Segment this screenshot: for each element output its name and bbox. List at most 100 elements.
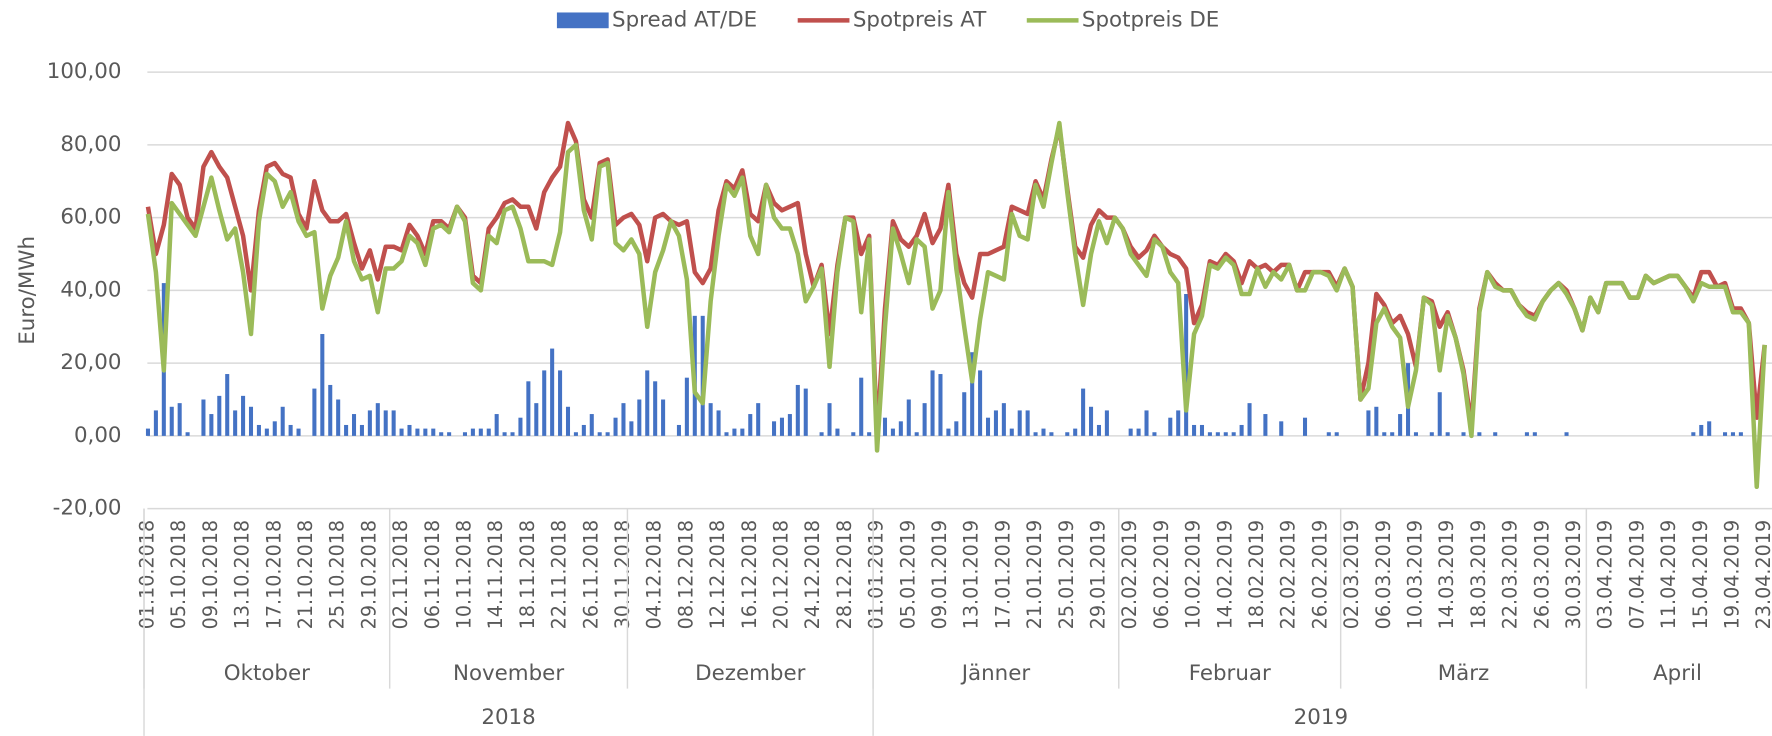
x-tick-label: 08.12.2018 <box>674 520 697 629</box>
legend-swatch <box>556 12 609 29</box>
bar <box>423 428 428 436</box>
bar <box>1477 432 1482 436</box>
month-label: Februar <box>1189 661 1271 686</box>
y-tick-label: -20,00 <box>53 496 122 521</box>
bar <box>169 406 174 436</box>
bar <box>1691 432 1696 436</box>
bar <box>256 424 261 436</box>
bar <box>1279 421 1284 436</box>
bar <box>344 424 349 436</box>
bar <box>1049 432 1054 436</box>
bar <box>375 403 380 436</box>
bar <box>201 399 206 436</box>
month-label: Jänner <box>960 661 1031 686</box>
bar <box>1207 432 1212 436</box>
bar <box>296 428 301 436</box>
x-tick-label: 09.10.2018 <box>199 520 222 629</box>
bar <box>1493 432 1498 436</box>
bar <box>724 432 729 436</box>
bar <box>930 370 935 436</box>
bar <box>819 432 824 436</box>
bar <box>1390 432 1395 436</box>
bar <box>605 432 610 436</box>
bar <box>241 395 246 436</box>
bar <box>661 399 666 436</box>
x-tick-label: 25.01.2019 <box>1055 520 1078 629</box>
bar <box>1231 432 1236 436</box>
x-tick-label: 03.04.2019 <box>1594 520 1617 629</box>
x-tick-label: 19.04.2019 <box>1720 520 1743 629</box>
bar <box>478 428 483 436</box>
legend-label: Spread AT/DE <box>612 7 757 32</box>
bar <box>407 424 412 436</box>
bar <box>859 377 864 436</box>
bar <box>914 432 919 436</box>
bar <box>787 414 792 436</box>
x-tick-label: 21.10.2018 <box>294 520 317 629</box>
bar <box>676 424 681 436</box>
bar <box>494 414 499 436</box>
bar <box>1366 410 1371 436</box>
bar <box>399 428 404 436</box>
x-tick-label: 09.01.2019 <box>928 520 951 629</box>
x-tick-label: 23.04.2019 <box>1752 520 1772 629</box>
bar <box>629 421 634 436</box>
x-tick-label: 20.12.2018 <box>769 520 792 629</box>
bar <box>962 392 967 436</box>
bar <box>645 370 650 436</box>
bar <box>1009 428 1014 436</box>
year-label: 2018 <box>481 705 535 730</box>
month-label: April <box>1653 661 1702 686</box>
bar <box>439 432 444 436</box>
bar <box>415 428 420 436</box>
y-tick-label: 0,00 <box>74 423 122 448</box>
x-tick-label: 16.12.2018 <box>738 520 761 629</box>
bar <box>906 399 911 436</box>
bar <box>779 417 784 436</box>
bar <box>922 403 927 436</box>
bar <box>1398 414 1403 436</box>
bar <box>1437 392 1442 436</box>
bar <box>565 406 571 436</box>
bar <box>1128 428 1133 436</box>
bar <box>993 410 998 436</box>
bar <box>882 417 888 436</box>
bar <box>185 432 190 436</box>
x-tick-label: 06.03.2019 <box>1372 520 1395 629</box>
bar <box>153 410 158 436</box>
bar <box>367 410 372 436</box>
bar <box>1413 432 1418 436</box>
x-tick-label: 12.12.2018 <box>706 520 729 629</box>
bar <box>502 432 507 436</box>
y-tick-label: 60,00 <box>60 205 121 230</box>
bar <box>954 421 959 436</box>
bar <box>526 381 531 436</box>
bar <box>351 414 357 436</box>
bar <box>748 414 753 436</box>
x-tick-label: 14.11.2018 <box>484 520 507 629</box>
bar <box>328 384 333 436</box>
bar <box>684 377 689 436</box>
x-tick-label: 10.11.2018 <box>452 520 475 629</box>
bar <box>312 388 317 436</box>
bar <box>1738 432 1743 436</box>
bar <box>264 428 269 436</box>
bar <box>320 334 325 436</box>
month-label: Dezember <box>695 661 805 686</box>
bar <box>1445 432 1450 436</box>
month-label: Oktober <box>224 661 310 686</box>
x-tick-label: 15.04.2019 <box>1689 520 1712 629</box>
bar <box>1215 432 1220 436</box>
bar <box>534 403 539 436</box>
x-tick-label: 05.10.2018 <box>167 520 190 629</box>
bar <box>1564 432 1569 436</box>
x-tick-label: 26.11.2018 <box>579 520 602 629</box>
bar <box>890 428 895 436</box>
x-tick-label: 02.02.2019 <box>1118 520 1141 629</box>
bar <box>272 421 277 436</box>
x-tick-label: 06.11.2018 <box>421 520 444 629</box>
bar <box>209 414 214 436</box>
bar <box>336 399 341 436</box>
bar <box>795 384 800 436</box>
line <box>145 120 1767 490</box>
